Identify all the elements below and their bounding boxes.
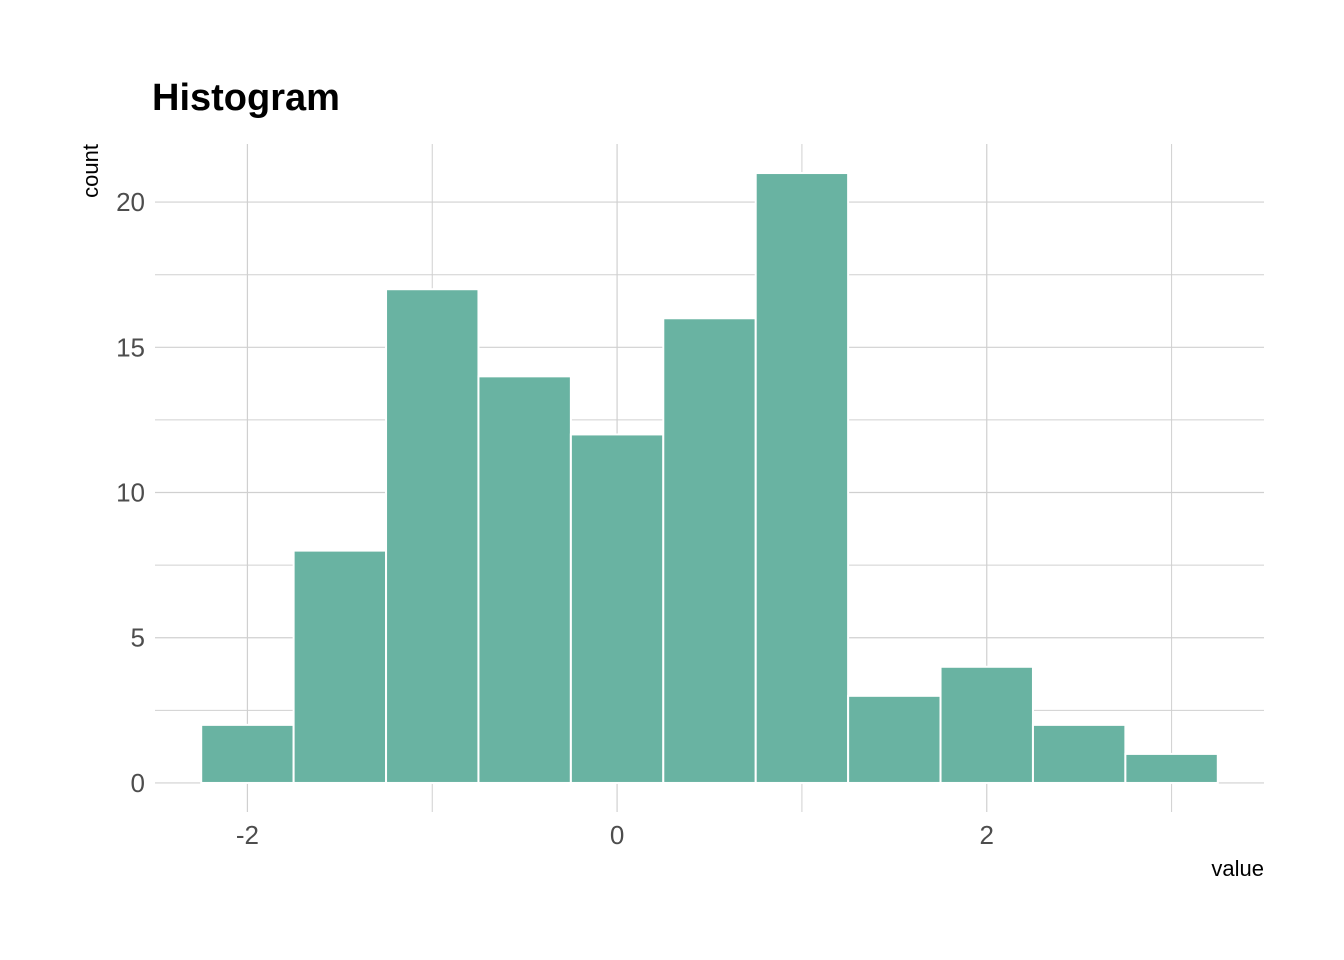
histogram-bar (939, 665, 1034, 784)
histogram-bar (754, 172, 850, 784)
histogram-bar (569, 433, 665, 784)
y-axis-label: count (78, 144, 103, 198)
y-tick-label: 5 (131, 623, 145, 653)
histogram-bar (847, 694, 942, 784)
histogram-bar (200, 723, 295, 784)
x-axis-label: value (1211, 856, 1264, 881)
x-tick-label: 0 (610, 820, 624, 850)
x-tick-label: 2 (980, 820, 994, 850)
histogram-bar (385, 288, 480, 784)
histogram-bar (477, 375, 572, 784)
histogram-bar (662, 317, 757, 784)
y-axis-tick-labels: 0 5 10 15 20 (116, 187, 145, 798)
x-tick-label: -2 (236, 820, 259, 850)
x-axis-tick-labels: -2 0 2 (236, 820, 994, 850)
y-tick-label: 20 (116, 187, 145, 217)
histogram-bar (1031, 723, 1127, 784)
y-tick-label: 15 (116, 332, 145, 362)
chart-title: Histogram (152, 77, 340, 119)
y-tick-label: 10 (116, 478, 145, 508)
histogram-bar (1124, 752, 1219, 784)
bars (200, 172, 1219, 784)
y-tick-label: 0 (131, 768, 145, 798)
histogram-bar (292, 549, 388, 784)
